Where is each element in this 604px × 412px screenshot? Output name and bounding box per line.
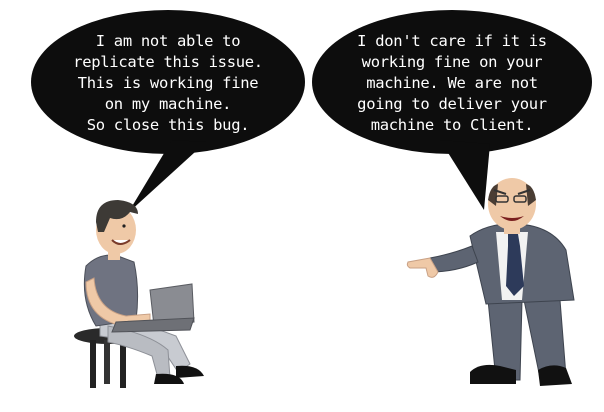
developer-speech-text: I am not able to replicate this issue. T… xyxy=(52,31,284,136)
manager-speech-line: working fine on your xyxy=(361,53,543,71)
manager-figure xyxy=(406,178,575,386)
developer-speech-line: I am not able to xyxy=(95,32,241,50)
manager-speech-line: machine to Client. xyxy=(370,116,534,134)
developer-speech-bubble xyxy=(31,10,305,213)
manager-speech-bubble xyxy=(312,10,592,210)
manager-speech-line: machine. We are not xyxy=(366,74,538,92)
developer-speech-line: replicate this issue. xyxy=(73,53,263,71)
developer-speech-line: This is working fine xyxy=(77,74,259,92)
manager-speech-text: I don't care if it is working fine on yo… xyxy=(332,31,572,136)
developer-speech-line: So close this bug. xyxy=(86,116,250,134)
developer-figure xyxy=(74,200,204,388)
manager-speech-line: going to deliver your xyxy=(357,95,547,113)
manager-speech-line: I don't care if it is xyxy=(357,32,547,50)
developer-speech-line: on my machine. xyxy=(104,95,232,113)
